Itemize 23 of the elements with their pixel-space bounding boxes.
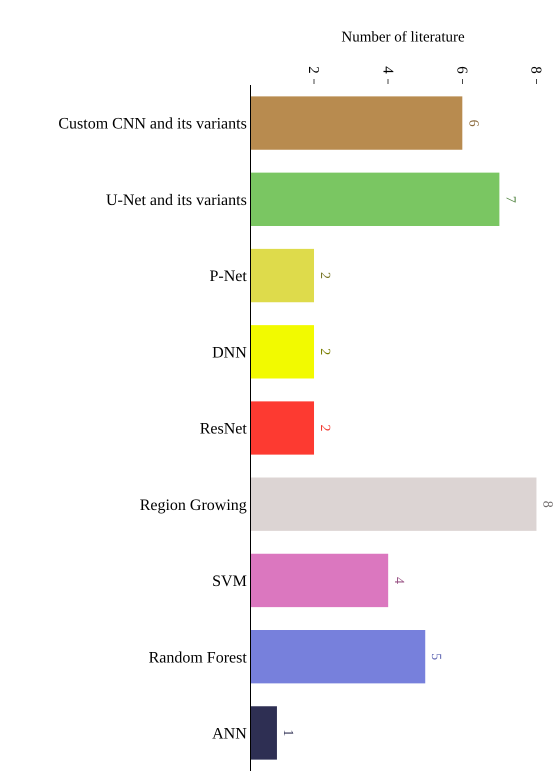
- data-label: 2: [317, 348, 332, 356]
- data-label: 5: [428, 653, 444, 660]
- y-tick-label: ANN: [212, 725, 248, 742]
- data-label: 8: [539, 500, 554, 508]
- data-label: 2: [317, 424, 332, 432]
- data-label: 2: [317, 272, 332, 280]
- y-tick-label: Random Forest: [148, 649, 248, 666]
- data-label: 1: [280, 729, 295, 736]
- y-tick-label: DNN: [212, 344, 248, 362]
- data-label: 6: [465, 120, 480, 127]
- x-axis-title: Number of literature: [341, 30, 465, 46]
- data-label: 4: [391, 576, 406, 584]
- x-tick-label: 6: [453, 66, 470, 74]
- data-label: 7: [502, 196, 518, 203]
- y-tick-label: ResNet: [200, 420, 248, 438]
- x-tick-label: 8: [528, 66, 544, 74]
- x-tick-label: 2: [305, 66, 322, 74]
- y-tick-label: Custom CNN and its variants: [58, 116, 247, 133]
- y-tick-label: SVM: [212, 573, 247, 590]
- x-tick-label: 4: [379, 66, 396, 74]
- y-tick-label: Region Growing: [140, 496, 247, 514]
- y-tick-label: P-Net: [209, 268, 248, 286]
- y-tick-label: U-Net and its variants: [106, 192, 247, 209]
